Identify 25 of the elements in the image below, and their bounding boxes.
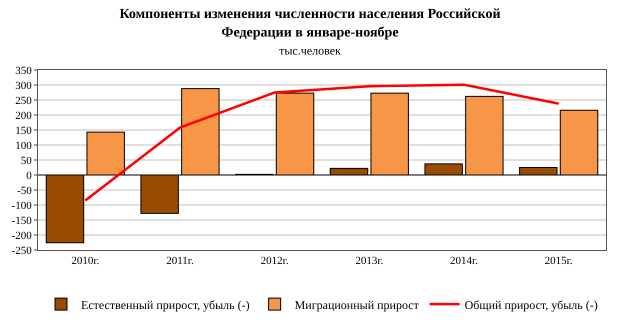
chart-title: Компоненты изменения численности населения Российской Федерации в январе-ноябре — [119, 7, 501, 40]
y-tick-label: -150 — [12, 214, 32, 227]
y-tick-label: -200 — [12, 230, 32, 242]
y-tick-label: -100 — [12, 200, 32, 212]
x-tick-label: 2010г. — [71, 255, 100, 268]
x-tick-label: 2013г. — [355, 255, 384, 268]
legend-label: Общий прирост, убыль (-) — [464, 298, 598, 312]
y-tick-label: 100 — [15, 140, 32, 152]
legend-label: Миграционный прирост — [294, 298, 420, 312]
x-tick-label: 2014г. — [450, 255, 478, 268]
legend-label: Естественный прирост, убыль (-) — [81, 298, 250, 312]
y-tick-label: 50 — [20, 154, 32, 167]
y-tick-label: -250 — [12, 244, 32, 257]
chart-subtitle: тыс.человек — [279, 44, 342, 58]
line-series — [84, 83, 560, 202]
y-tick-label: 350 — [15, 64, 32, 77]
x-tick-label: 2012г. — [260, 255, 289, 268]
y-tick-label: 150 — [15, 124, 32, 137]
x-tick-label: 2015г. — [544, 255, 573, 268]
y-tick-label: 300 — [15, 80, 32, 92]
y-tick-label: -50 — [17, 184, 32, 197]
y-tick-label: 250 — [15, 94, 32, 107]
y-tick-label: 200 — [15, 110, 32, 122]
y-tick-label: 0 — [26, 170, 32, 182]
x-tick-label: 2011г. — [166, 255, 194, 268]
